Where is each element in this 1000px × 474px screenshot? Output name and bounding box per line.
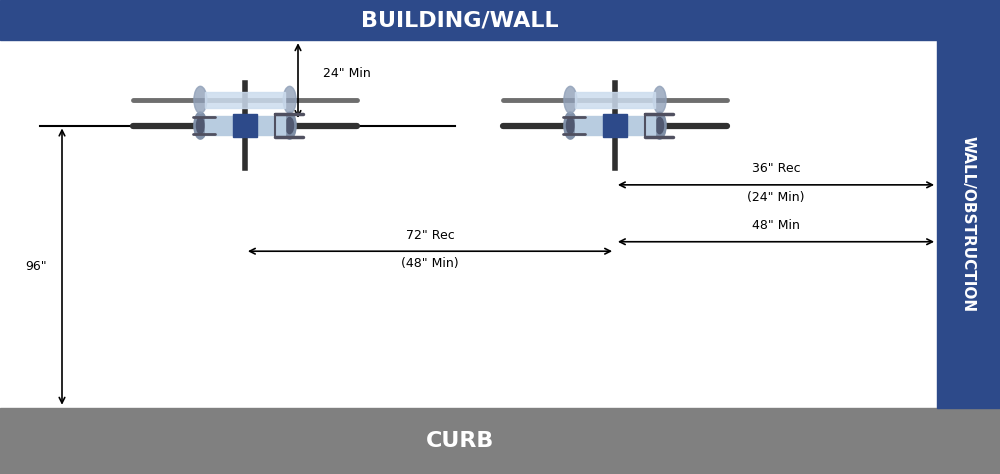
Ellipse shape xyxy=(194,86,207,113)
Ellipse shape xyxy=(564,86,577,113)
Ellipse shape xyxy=(564,112,577,139)
Bar xyxy=(0,0,1000,40)
Bar xyxy=(205,116,285,135)
Text: (24" Min): (24" Min) xyxy=(747,191,805,204)
Ellipse shape xyxy=(194,112,207,139)
Text: 36" Rec: 36" Rec xyxy=(752,163,800,175)
Bar xyxy=(575,116,655,135)
Bar xyxy=(937,40,1000,408)
Ellipse shape xyxy=(653,112,666,139)
Text: 48" Min: 48" Min xyxy=(752,219,800,232)
Ellipse shape xyxy=(283,86,296,113)
Text: BUILDING/WALL: BUILDING/WALL xyxy=(361,10,559,30)
Text: WALL/OBSTRUCTION: WALL/OBSTRUCTION xyxy=(961,136,976,312)
Text: (48" Min): (48" Min) xyxy=(401,257,459,270)
Ellipse shape xyxy=(283,112,296,139)
Ellipse shape xyxy=(286,118,294,134)
Ellipse shape xyxy=(566,118,574,134)
Text: 72" Rec: 72" Rec xyxy=(406,229,454,242)
Bar xyxy=(575,92,655,108)
Text: 96": 96" xyxy=(25,260,47,273)
Bar xyxy=(0,408,1000,474)
Bar xyxy=(205,92,285,108)
Text: CURB: CURB xyxy=(426,431,494,451)
Ellipse shape xyxy=(653,86,666,113)
Ellipse shape xyxy=(656,118,664,134)
Text: 24" Min: 24" Min xyxy=(323,67,371,80)
Bar xyxy=(233,114,257,137)
Bar xyxy=(603,114,627,137)
Ellipse shape xyxy=(196,118,204,134)
